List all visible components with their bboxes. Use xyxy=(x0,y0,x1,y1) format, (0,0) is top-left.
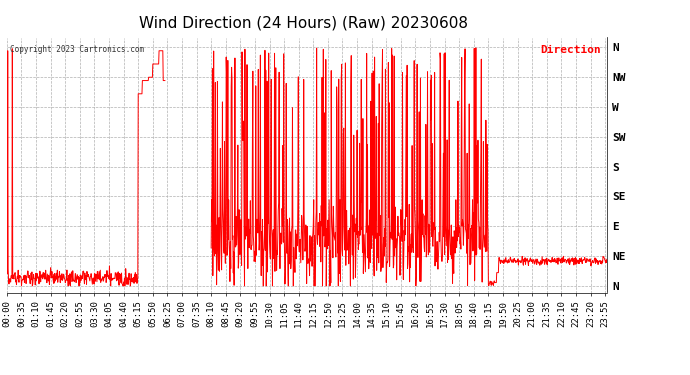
Text: Copyright 2023 Cartronics.com: Copyright 2023 Cartronics.com xyxy=(10,45,144,54)
Text: Direction: Direction xyxy=(540,45,601,55)
Text: Wind Direction (24 Hours) (Raw) 20230608: Wind Direction (24 Hours) (Raw) 20230608 xyxy=(139,15,468,30)
